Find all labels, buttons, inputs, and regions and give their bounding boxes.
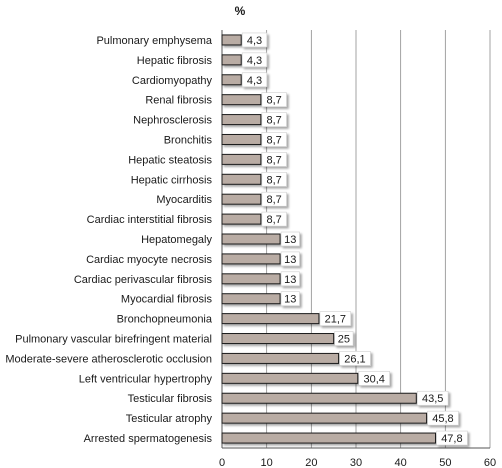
data-label-box — [261, 211, 287, 227]
bar — [221, 153, 262, 165]
chart-title: % — [235, 4, 246, 18]
bar — [221, 273, 281, 285]
category-label: Testicular fibrosis — [128, 393, 213, 405]
x-tick-label: 60 — [484, 457, 496, 468]
category-label: Renal fibrosis — [145, 95, 212, 107]
bar — [221, 114, 262, 126]
data-label-box — [261, 152, 287, 167]
data-label: 8,7 — [267, 194, 282, 206]
data-label-box — [280, 231, 300, 247]
category-label: Nephrosclerosis — [133, 115, 212, 127]
category-label: Cardiomyopathy — [132, 75, 213, 87]
data-label: 30,4 — [363, 373, 384, 385]
category-label: Bronchitis — [164, 134, 213, 146]
bar — [221, 293, 281, 305]
bar — [221, 432, 437, 444]
bar — [221, 54, 242, 66]
bar — [221, 34, 242, 46]
data-label: 13 — [284, 234, 296, 246]
data-label: 8,7 — [267, 134, 282, 146]
category-label: Hepatic cirrhosis — [131, 174, 213, 186]
bar — [221, 173, 262, 185]
category-label: Pulmonary vascular birefringent material — [15, 334, 212, 346]
data-label: 13 — [284, 294, 296, 306]
data-label-box — [334, 331, 354, 346]
data-label: 8,7 — [267, 214, 282, 226]
data-label-box — [358, 371, 390, 386]
data-label-box — [319, 311, 352, 326]
data-label-box — [241, 72, 268, 88]
data-label: 13 — [284, 274, 296, 286]
data-label: 45,8 — [432, 413, 453, 425]
data-label-box — [261, 112, 287, 127]
x-tick-label: 20 — [305, 457, 317, 468]
bar — [221, 193, 262, 205]
category-label: Cardiac interstitial fibrosis — [87, 214, 213, 226]
data-label-box — [241, 52, 268, 68]
data-label-box — [280, 271, 300, 287]
x-tick-label: 0 — [219, 457, 225, 468]
data-label: 47,8 — [441, 433, 462, 445]
data-label-box — [261, 92, 287, 107]
data-label: 26,1 — [344, 353, 365, 365]
data-label: 25 — [338, 334, 350, 346]
data-label-box — [339, 351, 371, 366]
x-tick-label: 10 — [261, 457, 273, 468]
bar — [221, 94, 262, 106]
data-label: 43,5 — [422, 393, 443, 405]
bar — [221, 233, 281, 245]
bar — [221, 372, 359, 384]
bar — [221, 313, 320, 325]
category-label: Pulmonary emphysema — [96, 35, 212, 47]
category-label: Myocarditis — [156, 194, 212, 206]
bar — [221, 253, 281, 265]
data-label-box — [261, 191, 287, 207]
data-label-box — [261, 171, 287, 187]
category-label: Testicular atrophy — [126, 413, 213, 425]
data-label-box — [261, 132, 287, 147]
category-label: Myocardial fibrosis — [121, 294, 213, 306]
category-label: Left ventricular hypertrophy — [79, 373, 213, 385]
x-tick-label: 40 — [395, 457, 407, 468]
data-label: 8,7 — [267, 154, 282, 166]
bar — [221, 352, 340, 364]
data-label-box — [280, 291, 300, 307]
data-label-box — [280, 251, 300, 267]
category-label: Arrested spermatogenesis — [84, 433, 213, 445]
data-label: 13 — [284, 254, 296, 266]
category-label: Hepatomegaly — [141, 234, 212, 246]
bar — [221, 74, 242, 86]
data-label: 4,3 — [247, 75, 262, 87]
data-label: 8,7 — [267, 95, 282, 107]
category-label: Cardiac myocyte necrosis — [86, 254, 212, 266]
data-label: 4,3 — [247, 55, 262, 67]
category-label: Moderate-severe atherosclerotic occlusio… — [5, 353, 212, 365]
category-label: Bronchopneumonia — [117, 314, 213, 326]
bar — [221, 392, 417, 404]
category-label: Hepatic fibrosis — [137, 55, 213, 67]
category-label: Cardiac perivascular fibrosis — [74, 274, 213, 286]
x-tick-label: 50 — [439, 457, 451, 468]
bar — [221, 412, 428, 424]
bar — [221, 133, 262, 145]
data-label: 8,7 — [267, 174, 282, 186]
bar — [221, 333, 335, 345]
category-label: Hepatic steatosis — [128, 154, 212, 166]
data-label: 8,7 — [267, 115, 282, 127]
data-label-box — [427, 410, 459, 426]
x-tick-label: 30 — [350, 457, 362, 468]
data-label-box — [241, 32, 268, 48]
data-label: 4,3 — [247, 35, 262, 47]
data-label: 21,7 — [325, 314, 346, 326]
bar — [221, 213, 262, 225]
data-label-box — [416, 390, 449, 406]
data-label-box — [436, 430, 468, 446]
